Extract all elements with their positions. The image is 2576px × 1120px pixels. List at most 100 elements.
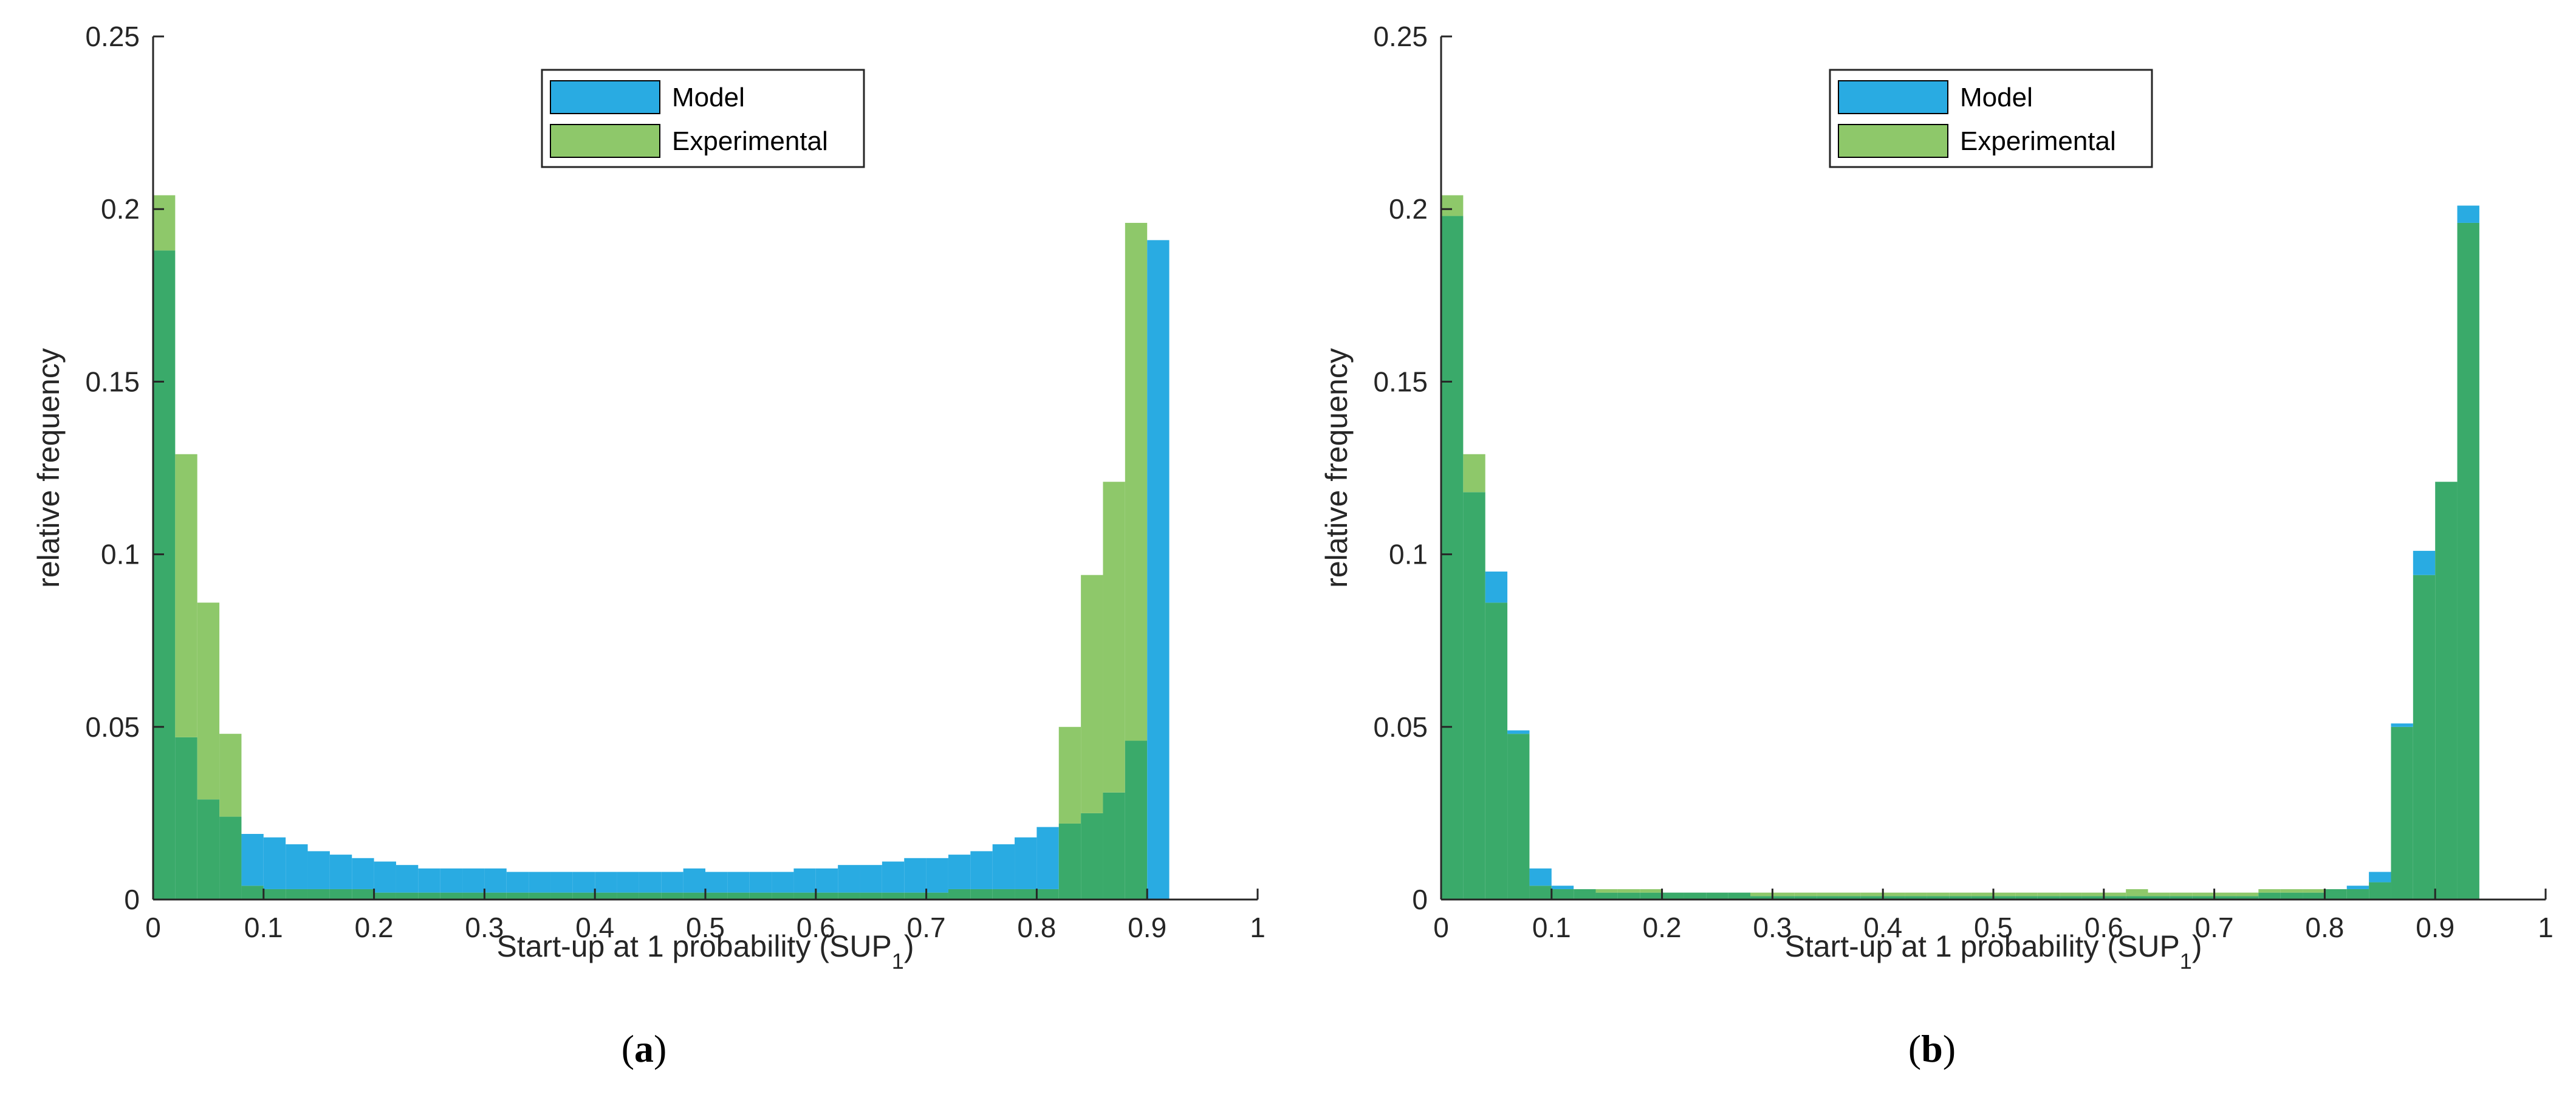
bar-overlap-a-27 (749, 892, 772, 900)
bar-model-b-44 (2413, 550, 2436, 575)
bar-overlap-a-17 (529, 892, 551, 900)
bar-overlap-b-2 (1485, 603, 1508, 900)
histogram-b: 0 0.1 0.2 0.3 0.4 0.5 0.6 0.7 0.8 0.9 1 0 0.05 0.1 0.1… (1320, 21, 2554, 974)
bar-overlap-b-15 (1772, 896, 1795, 900)
bar-experimental-b-34 (2192, 892, 2215, 896)
bar-model-a-13 (440, 868, 463, 893)
bar-overlap-b-31 (2126, 896, 2148, 900)
bar-model-a-11 (396, 865, 419, 893)
bar-experimental-a-0 (153, 195, 176, 251)
y-tick-label-a-1: 0.05 (85, 711, 140, 743)
bar-experimental-b-30 (2103, 892, 2126, 896)
x-tick-label-a-7: 0.7 (907, 912, 946, 943)
x-tick-label-b-9: 0.9 (2416, 912, 2454, 943)
bar-model-a-40 (1036, 827, 1059, 889)
bar-model-a-23 (661, 872, 683, 893)
bar-overlap-a-16 (506, 892, 529, 900)
bar-overlap-a-29 (793, 892, 816, 900)
chart-panel-b: 0 0.1 0.2 0.3 0.4 0.5 0.6 0.7 0.8 0.9 1 0 0.05 0.1 0.1… (1288, 0, 2576, 1120)
bar-overlap-a-8 (329, 889, 352, 900)
bar-model-a-20 (595, 872, 617, 893)
bar-overlap-a-13 (440, 892, 463, 900)
bar-overlap-a-43 (1103, 792, 1125, 900)
bar-overlap-b-4 (1529, 886, 1552, 900)
caption-a-open: ( (621, 1027, 634, 1070)
bar-model-a-19 (572, 872, 595, 893)
bar-overlap-a-37 (970, 889, 993, 900)
bar-model-a-45 (1147, 240, 1170, 900)
y-tick-label-a-3: 0.15 (85, 366, 140, 397)
bar-overlap-b-0 (1441, 216, 1464, 900)
bar-experimental-a-43 (1103, 482, 1125, 793)
bar-overlap-a-41 (1058, 823, 1081, 900)
bar-overlap-b-9 (1640, 892, 1662, 900)
x-axis-title-sub-b: 1 (2180, 949, 2192, 974)
bar-overlap-a-36 (948, 889, 971, 900)
bar-overlap-b-26 (2015, 896, 2038, 900)
bar-experimental-b-19 (1860, 892, 1883, 896)
bar-model-a-17 (529, 872, 551, 893)
x-tick-label-b-8: 0.8 (2305, 912, 2344, 943)
bar-overlap-b-7 (1595, 892, 1618, 900)
bar-model-a-22 (639, 872, 662, 893)
x-tick-label-a-9: 0.9 (1128, 912, 1166, 943)
bar-model-a-26 (727, 872, 750, 893)
x-tick-label-a-8: 0.8 (1017, 912, 1056, 943)
bar-experimental-b-16 (1794, 892, 1817, 896)
bar-overlap-a-22 (639, 892, 662, 900)
bar-overlap-b-19 (1860, 896, 1883, 900)
x-axis-title-main-a: Start-up at 1 probability (SUP (497, 929, 892, 963)
bar-overlap-b-16 (1794, 896, 1817, 900)
bar-overlap-a-44 (1125, 740, 1148, 900)
x-axis-title-a: Start-up at 1 probability (SUP1) (497, 929, 914, 974)
bar-overlap-a-23 (661, 892, 683, 900)
bar-experimental-a-3 (219, 734, 242, 817)
bar-experimental-b-32 (2148, 892, 2170, 896)
x-tick-label-b-10: 1 (2538, 912, 2554, 943)
bar-overlap-b-27 (2037, 896, 2060, 900)
bar-overlap-b-11 (1684, 892, 1707, 900)
bar-overlap-a-30 (815, 892, 838, 900)
x-tick-label-b-4: 0.4 (1863, 912, 1902, 943)
legend-a: Model Experimental (541, 69, 865, 168)
bar-model-a-12 (418, 868, 440, 893)
bar-overlap-b-21 (1905, 896, 1927, 900)
x-tick-label-b-1: 0.1 (1532, 912, 1571, 943)
bar-experimental-b-36 (2236, 892, 2259, 896)
bar-model-b-5 (1551, 886, 1574, 889)
bar-overlap-b-40 (2324, 889, 2347, 900)
bar-experimental-b-25 (1993, 892, 2016, 896)
x-tick-label-a-1: 0.1 (244, 912, 283, 943)
x-tick-label-a-2: 0.2 (355, 912, 394, 943)
bar-overlap-a-4 (241, 886, 264, 900)
bar-model-b-2 (1485, 572, 1508, 603)
bar-overlap-a-28 (772, 892, 794, 900)
y-tick-label-a-4: 0.2 (101, 193, 140, 225)
bar-model-b-43 (2391, 723, 2413, 727)
caption-b: (b) (1288, 1026, 2576, 1071)
bar-overlap-b-28 (2060, 896, 2082, 900)
bar-overlap-b-6 (1574, 889, 1596, 900)
bar-model-a-36 (948, 855, 971, 889)
bar-overlap-b-3 (1507, 734, 1530, 900)
bar-overlap-b-12 (1706, 892, 1728, 900)
bar-model-a-15 (484, 868, 507, 893)
bar-experimental-b-14 (1750, 892, 1773, 896)
bar-overlap-b-13 (1728, 892, 1751, 900)
x-tick-label-a-10: 1 (1250, 912, 1266, 943)
y-tick-label-b-4: 0.2 (1389, 193, 1428, 225)
x-tick-label-b-2: 0.2 (1643, 912, 1682, 943)
bar-experimental-b-35 (2214, 892, 2236, 896)
bar-experimental-a-41 (1058, 726, 1081, 824)
bar-overlap-b-17 (1817, 896, 1839, 900)
bar-overlap-b-46 (2457, 222, 2479, 900)
bar-experimental-b-39 (2303, 889, 2325, 893)
bar-model-a-32 (860, 865, 882, 893)
bar-overlap-a-35 (926, 892, 948, 900)
bar-model-b-41 (2346, 886, 2369, 889)
legend-swatch-experimental-a (550, 124, 660, 158)
bar-model-a-6 (286, 844, 308, 889)
bar-model-a-8 (329, 855, 352, 889)
bar-experimental-b-24 (1971, 892, 1993, 896)
bar-overlap-a-31 (838, 892, 860, 900)
